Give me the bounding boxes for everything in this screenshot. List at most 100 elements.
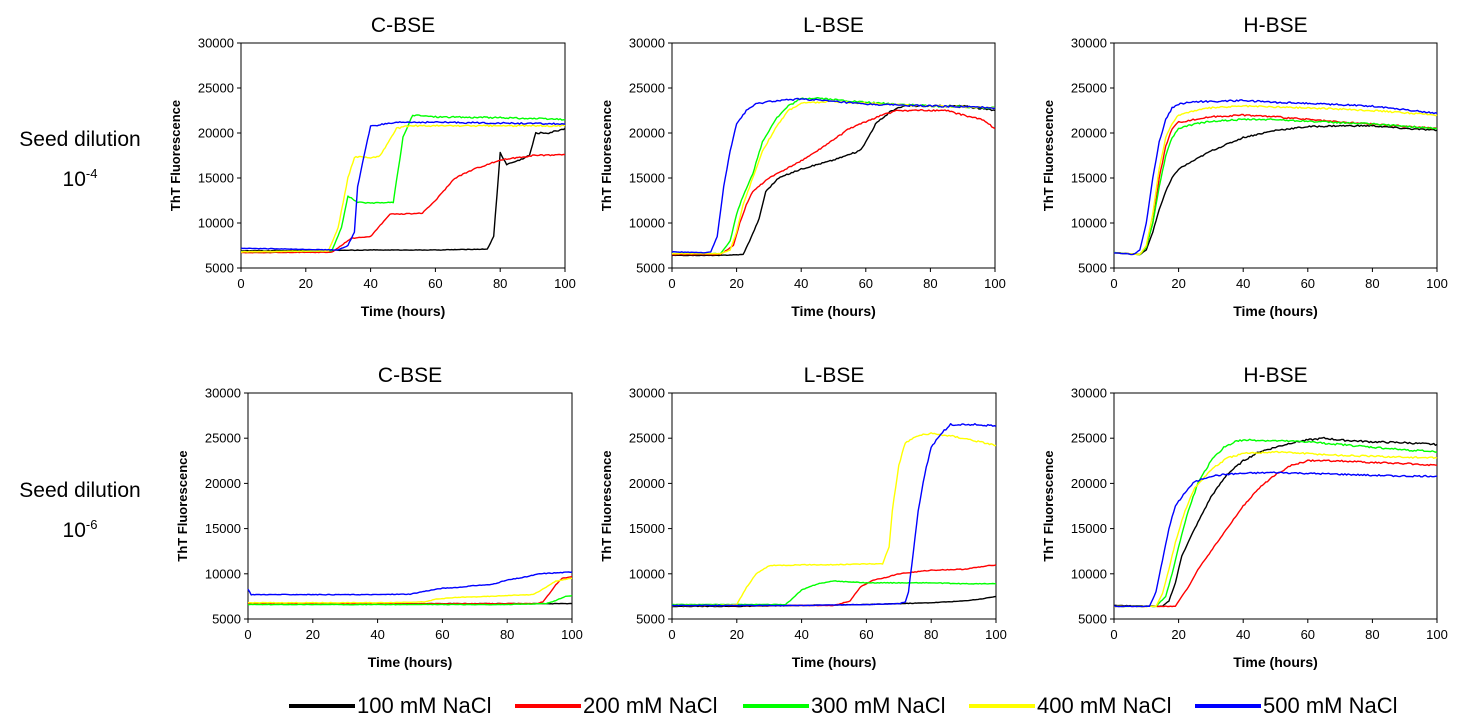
y-tick-label: 15000 bbox=[205, 521, 241, 536]
series-line-200-mm-nacl bbox=[672, 564, 997, 607]
y-tick-label: 10000 bbox=[629, 566, 665, 581]
x-tick-label: 0 bbox=[668, 627, 675, 642]
legend-label: 200 mM NaCl bbox=[583, 693, 717, 716]
series-line-500-mm-nacl bbox=[671, 423, 997, 607]
chart-title: L-BSE bbox=[803, 14, 864, 37]
y-tick-label: 5000 bbox=[1078, 612, 1107, 627]
x-axis-label: Time (hours) bbox=[1233, 303, 1318, 319]
x-tick-label: 40 bbox=[363, 276, 377, 291]
y-tick-label: 10000 bbox=[198, 216, 234, 231]
x-tick-label: 60 bbox=[859, 627, 873, 642]
series-line-500-mm-nacl bbox=[1113, 99, 1438, 256]
y-tick-label: 5000 bbox=[1078, 261, 1107, 276]
x-tick-label: 20 bbox=[299, 276, 313, 291]
y-tick-label: 25000 bbox=[198, 81, 234, 96]
chart-panel-5: L-BSE 5000 10000 15000 20000 25000 30000 0 20 40 6… bbox=[599, 364, 1007, 670]
y-tick-label: 5000 bbox=[212, 612, 241, 627]
series-line-500-mm-nacl bbox=[240, 120, 565, 251]
y-tick-label: 20000 bbox=[629, 476, 665, 491]
row-label-dilution: 10-4 bbox=[0, 166, 160, 192]
plot-frame bbox=[671, 392, 997, 620]
x-tick-label: 0 bbox=[237, 276, 244, 291]
y-tick-label: 15000 bbox=[1071, 171, 1107, 186]
y-axis-label: ThT Fluorescence bbox=[175, 450, 190, 561]
x-axis-label: Time (hours) bbox=[791, 303, 876, 319]
series-line-500-mm-nacl bbox=[671, 97, 996, 254]
dilution-base: 10 bbox=[62, 519, 86, 542]
plot-frame bbox=[671, 42, 996, 269]
x-tick-label: 20 bbox=[306, 627, 320, 642]
row-label-main: Seed dilution bbox=[19, 128, 141, 151]
y-tick-label: 20000 bbox=[1071, 126, 1107, 141]
row-label-top: Seed dilution 10-4 bbox=[0, 128, 160, 192]
x-axis-label: Time (hours) bbox=[792, 654, 877, 670]
series-line-500-mm-nacl bbox=[247, 571, 573, 596]
series-line-300-mm-nacl bbox=[240, 114, 566, 253]
legend: 100 mM NaCl 200 mM NaCl 300 mM NaCl 400 mM … bbox=[289, 693, 1397, 716]
dilution-exponent: -6 bbox=[85, 517, 98, 532]
chart-title: C-BSE bbox=[378, 364, 442, 387]
legend-item: 100 mM NaCl bbox=[289, 693, 491, 716]
chart-title: L-BSE bbox=[804, 364, 865, 387]
y-tick-label: 15000 bbox=[1071, 521, 1107, 536]
x-tick-label: 40 bbox=[794, 276, 808, 291]
y-tick-label: 30000 bbox=[1071, 36, 1107, 51]
y-axis-label: ThT Fluorescence bbox=[1041, 100, 1056, 211]
x-axis-label: Time (hours) bbox=[361, 303, 446, 319]
x-tick-label: 40 bbox=[1236, 276, 1250, 291]
y-tick-label: 5000 bbox=[636, 261, 665, 276]
series-line-400-mm-nacl bbox=[1113, 450, 1438, 608]
x-tick-label: 80 bbox=[1365, 627, 1379, 642]
y-tick-label: 25000 bbox=[1071, 81, 1107, 96]
x-tick-label: 0 bbox=[1110, 276, 1117, 291]
y-tick-label: 10000 bbox=[629, 216, 665, 231]
chart-panel-2: L-BSE 5000 10000 15000 20000 25000 30000 0 20 40 6… bbox=[599, 14, 1006, 319]
y-tick-label: 20000 bbox=[205, 476, 241, 491]
legend-item: 500 mM NaCl bbox=[1195, 693, 1397, 716]
chart-title: H-BSE bbox=[1243, 364, 1307, 387]
y-tick-label: 15000 bbox=[629, 521, 665, 536]
y-axis-label: ThT Fluorescence bbox=[599, 450, 614, 561]
x-tick-label: 60 bbox=[435, 627, 449, 642]
x-tick-label: 80 bbox=[493, 276, 507, 291]
y-tick-label: 25000 bbox=[205, 431, 241, 446]
series-line-400-mm-nacl bbox=[247, 577, 573, 604]
legend-label: 400 mM NaCl bbox=[1037, 693, 1171, 716]
series-line-100-mm-nacl bbox=[240, 127, 566, 252]
row-label-main: Seed dilution bbox=[19, 479, 141, 502]
chart-panel-3: H-BSE 5000 10000 15000 20000 25000 30000 0 20 40 6… bbox=[1041, 14, 1448, 319]
chart-title: C-BSE bbox=[371, 14, 435, 37]
series-line-300-mm-nacl bbox=[671, 96, 996, 255]
plot-frame bbox=[247, 392, 573, 620]
y-axis-label: ThT Fluorescence bbox=[1041, 450, 1056, 561]
y-axis-label: ThT Fluorescence bbox=[599, 100, 614, 211]
legend-label: 300 mM NaCl bbox=[811, 693, 945, 716]
series-line-200-mm-nacl bbox=[1113, 459, 1438, 608]
chart-panel-4: C-BSE 5000 10000 15000 20000 25000 30000 0 20 40 6… bbox=[175, 364, 583, 670]
y-tick-label: 30000 bbox=[198, 36, 234, 51]
x-tick-label: 100 bbox=[554, 276, 576, 291]
series-line-300-mm-nacl bbox=[1113, 438, 1438, 608]
y-axis-label: ThT Fluorescence bbox=[168, 100, 183, 211]
x-tick-label: 60 bbox=[1301, 627, 1315, 642]
x-tick-label: 0 bbox=[244, 627, 251, 642]
y-tick-label: 30000 bbox=[629, 36, 665, 51]
series-line-200-mm-nacl bbox=[241, 153, 566, 254]
series-line-500-mm-nacl bbox=[1113, 471, 1438, 608]
y-tick-label: 30000 bbox=[205, 386, 241, 401]
x-tick-label: 60 bbox=[1301, 276, 1315, 291]
x-tick-label: 60 bbox=[428, 276, 442, 291]
y-tick-label: 10000 bbox=[205, 566, 241, 581]
x-tick-label: 20 bbox=[729, 276, 743, 291]
chart-panel-1: C-BSE 5000 10000 15000 20000 25000 30000 0 20 40 6… bbox=[168, 14, 576, 319]
legend-item: 300 mM NaCl bbox=[743, 693, 945, 716]
x-tick-label: 80 bbox=[500, 627, 514, 642]
dilution-base: 10 bbox=[62, 168, 86, 191]
y-tick-label: 10000 bbox=[1071, 566, 1107, 581]
series-line-400-mm-nacl bbox=[1113, 104, 1438, 256]
x-tick-label: 100 bbox=[1426, 627, 1448, 642]
legend-label: 100 mM NaCl bbox=[357, 693, 491, 716]
x-tick-label: 40 bbox=[794, 627, 808, 642]
row-label-dilution: 10-6 bbox=[0, 517, 160, 543]
